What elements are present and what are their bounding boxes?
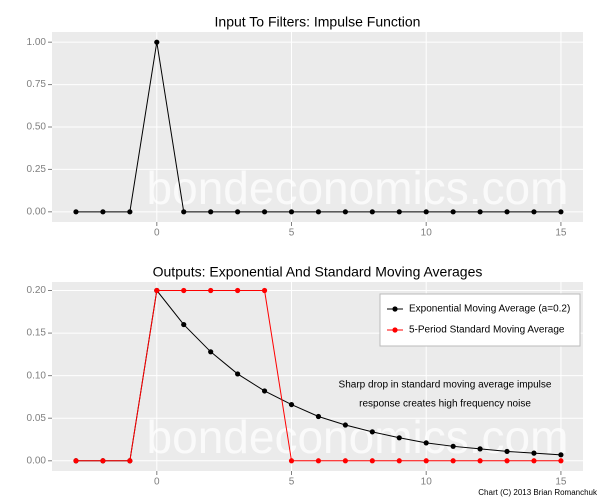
data-point bbox=[100, 458, 106, 464]
data-point bbox=[315, 413, 322, 420]
data-point bbox=[288, 209, 295, 215]
data-point bbox=[73, 458, 79, 464]
x-tick-label: 5 bbox=[289, 477, 295, 488]
y-tick-label: 0.00 bbox=[27, 206, 47, 217]
legend-label: 5-Period Standard Moving Average bbox=[409, 325, 565, 336]
y-tick-label: 0.15 bbox=[27, 328, 47, 339]
x-tick-label: 10 bbox=[421, 477, 433, 488]
chart-title: Input To Filters: Impulse Function bbox=[215, 14, 421, 30]
data-point bbox=[208, 287, 214, 294]
x-tick-label: 15 bbox=[555, 228, 567, 239]
data-point bbox=[369, 458, 375, 464]
data-point bbox=[477, 446, 483, 452]
y-tick-label: 0.75 bbox=[27, 79, 47, 90]
data-point bbox=[423, 440, 429, 446]
y-tick-label: 1.00 bbox=[27, 37, 47, 48]
data-point bbox=[396, 435, 402, 441]
annotation: response creates high frequency noise bbox=[359, 399, 531, 410]
data-point bbox=[558, 458, 564, 464]
data-point bbox=[558, 209, 564, 215]
legend-label: Exponential Moving Average (a=0.2) bbox=[409, 304, 570, 315]
data-point bbox=[504, 209, 510, 215]
watermark: bondeconomics.com bbox=[147, 162, 569, 214]
x-tick-label: 15 bbox=[555, 477, 567, 488]
data-point bbox=[315, 458, 322, 464]
data-point bbox=[369, 429, 375, 435]
watermark: bondeconomics.com bbox=[147, 411, 569, 463]
chart-title: Outputs: Exponential And Standard Moving… bbox=[153, 264, 483, 280]
x-tick-label: 10 bbox=[421, 228, 433, 239]
credit: Chart (C) 2013 Brian Romanchuk bbox=[478, 488, 598, 497]
data-point bbox=[261, 287, 268, 294]
data-point bbox=[127, 458, 133, 464]
data-point bbox=[73, 209, 79, 215]
data-point bbox=[477, 209, 483, 215]
data-point bbox=[342, 458, 348, 464]
x-tick-label: 5 bbox=[289, 228, 295, 239]
data-point bbox=[531, 458, 537, 464]
data-point bbox=[342, 209, 348, 215]
legend-swatch-point bbox=[392, 306, 398, 312]
x-tick-label: 0 bbox=[154, 228, 160, 239]
data-point bbox=[208, 349, 214, 355]
data-point bbox=[504, 458, 510, 464]
y-tick-label: 0.05 bbox=[27, 413, 47, 424]
data-point bbox=[477, 458, 483, 464]
data-point bbox=[423, 209, 429, 215]
y-tick-label: 0.25 bbox=[27, 164, 47, 175]
y-tick-label: 0.10 bbox=[27, 370, 47, 381]
data-point bbox=[531, 450, 537, 456]
y-tick-label: 0.50 bbox=[27, 122, 47, 133]
data-point bbox=[261, 388, 268, 394]
annotation: Sharp drop in standard moving average im… bbox=[339, 380, 552, 391]
y-tick-label: 0.00 bbox=[27, 455, 47, 466]
data-point bbox=[100, 209, 106, 215]
data-point bbox=[396, 458, 402, 464]
data-point bbox=[423, 458, 429, 464]
data-point bbox=[235, 371, 241, 377]
y-tick-label: 0.20 bbox=[27, 285, 47, 296]
data-point bbox=[558, 452, 564, 458]
data-point bbox=[504, 448, 510, 455]
data-point bbox=[127, 209, 133, 215]
data-point bbox=[288, 401, 295, 408]
legend-box bbox=[379, 293, 581, 347]
data-point bbox=[154, 39, 160, 45]
data-point bbox=[208, 209, 214, 215]
data-point bbox=[235, 287, 241, 294]
data-point bbox=[181, 287, 187, 294]
x-tick-label: 0 bbox=[154, 477, 160, 488]
data-point bbox=[450, 443, 456, 449]
data-point bbox=[261, 209, 268, 215]
data-point bbox=[450, 209, 456, 215]
data-point bbox=[369, 209, 375, 215]
data-point bbox=[396, 209, 402, 215]
data-point bbox=[315, 209, 322, 215]
data-point bbox=[235, 209, 241, 215]
data-point bbox=[531, 209, 537, 215]
data-point bbox=[288, 458, 295, 464]
data-point bbox=[181, 321, 187, 328]
legend-swatch-point bbox=[392, 327, 398, 333]
data-point bbox=[154, 287, 160, 294]
data-point bbox=[450, 458, 456, 464]
data-point bbox=[181, 209, 187, 215]
data-point bbox=[342, 422, 348, 428]
